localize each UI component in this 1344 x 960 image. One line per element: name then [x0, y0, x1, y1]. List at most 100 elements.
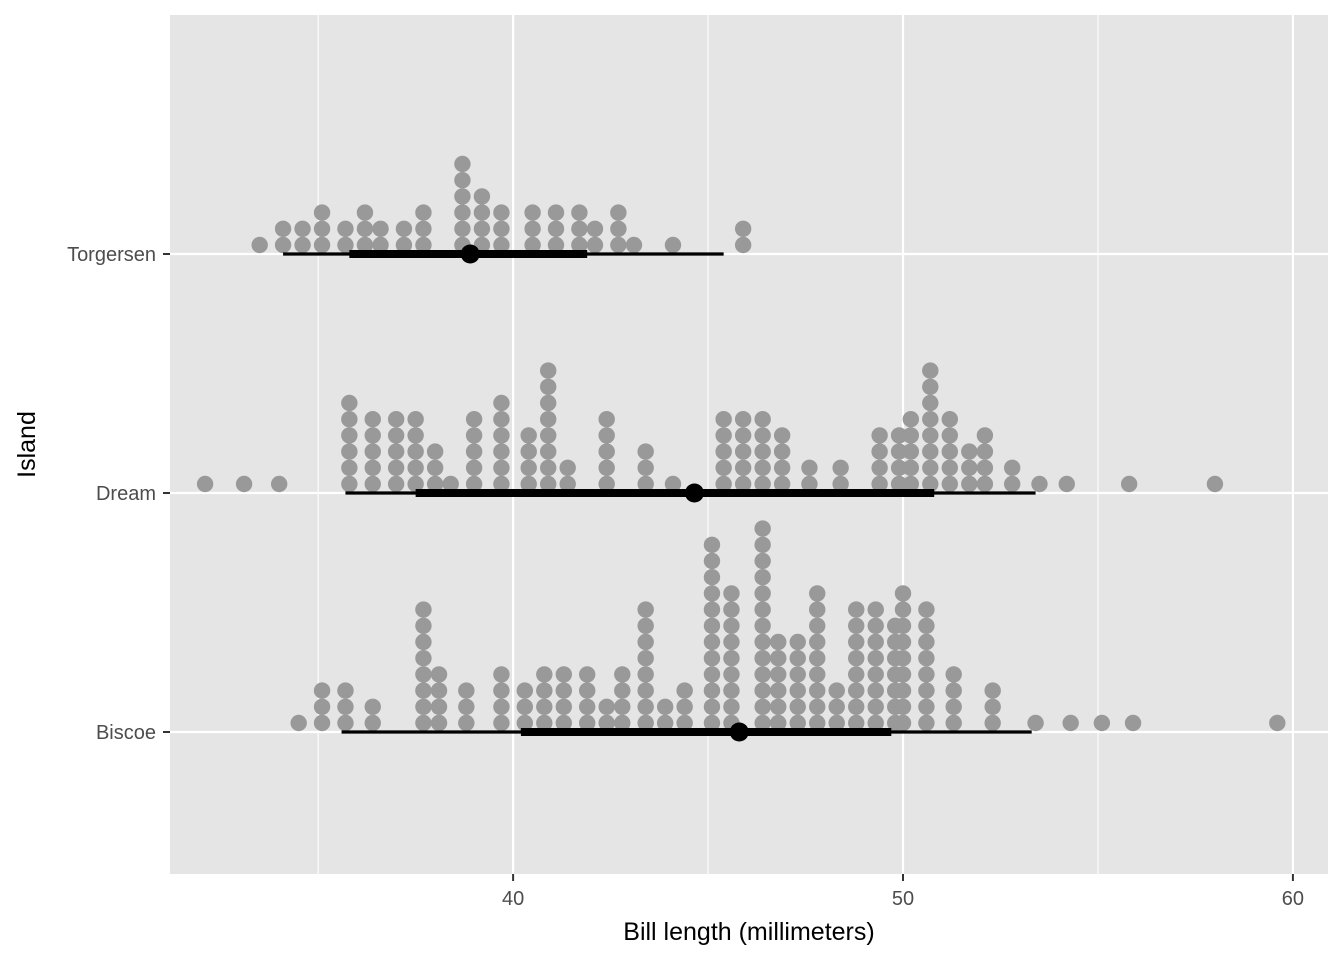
dot-biscoe	[754, 650, 771, 667]
dot-torgersen	[313, 220, 331, 237]
dot-torgersen	[372, 220, 389, 237]
dot-biscoe	[637, 601, 654, 618]
dot-biscoe	[867, 666, 884, 683]
dot-biscoe	[1269, 714, 1286, 732]
dot-dream	[871, 475, 888, 493]
dot-biscoe	[867, 601, 884, 618]
dot-torgersen	[313, 236, 331, 254]
dot-dream	[598, 459, 615, 476]
dot-biscoe	[789, 682, 806, 699]
dot-dream	[540, 443, 557, 460]
dot-biscoe	[723, 666, 740, 683]
dot-torgersen	[473, 204, 491, 221]
y-tick-label: Torgersen	[67, 244, 156, 266]
dot-biscoe	[364, 698, 381, 715]
dot-biscoe	[637, 650, 654, 667]
dot-torgersen	[454, 204, 471, 221]
dot-dream	[734, 443, 752, 460]
dot-torgersen	[547, 236, 565, 254]
dot-biscoe	[313, 714, 331, 732]
dot-dream	[364, 475, 381, 493]
dot-dream	[341, 475, 358, 493]
dot-dream	[520, 475, 537, 493]
dot-biscoe	[637, 682, 654, 699]
dot-dream	[773, 427, 791, 444]
dot-dream	[465, 427, 483, 444]
dot-biscoe	[848, 633, 865, 651]
dot-dream	[976, 475, 994, 493]
dot-biscoe	[656, 714, 674, 732]
dot-biscoe	[598, 698, 615, 715]
dot-biscoe	[894, 650, 912, 667]
dot-dream	[754, 475, 771, 493]
dot-biscoe	[676, 698, 693, 715]
dot-torgersen	[586, 220, 604, 237]
dot-torgersen	[337, 220, 354, 237]
dot-biscoe	[458, 714, 475, 732]
dot-biscoe	[637, 714, 654, 732]
dot-biscoe	[894, 698, 912, 715]
dot-biscoe	[337, 698, 354, 715]
dot-dream	[598, 427, 615, 444]
dot-biscoe	[918, 650, 935, 667]
dot-dream	[465, 443, 483, 460]
dot-biscoe	[867, 714, 884, 732]
dot-dream	[387, 411, 405, 428]
dot-dream	[832, 475, 849, 493]
dot-biscoe	[828, 714, 845, 732]
dot-torgersen	[454, 188, 471, 205]
dot-biscoe	[754, 633, 771, 651]
dot-dream	[871, 443, 888, 460]
dot-biscoe	[703, 536, 721, 553]
dot-dream	[493, 475, 510, 493]
dot-biscoe	[789, 698, 806, 715]
dot-torgersen	[524, 220, 541, 237]
dot-biscoe	[723, 601, 740, 618]
dot-dream	[387, 475, 405, 493]
dot-dream	[387, 427, 405, 444]
dot-biscoe	[614, 666, 631, 683]
dot-torgersen	[664, 236, 682, 254]
dot-torgersen	[415, 204, 432, 221]
dot-biscoe	[723, 617, 740, 634]
dot-torgersen	[454, 220, 471, 237]
dot-biscoe	[493, 714, 510, 732]
dot-dream	[426, 475, 444, 493]
dot-biscoe	[754, 520, 771, 537]
dot-biscoe	[555, 714, 572, 732]
dot-dream	[773, 443, 791, 460]
dot-torgersen	[524, 236, 541, 254]
dot-dream	[364, 459, 381, 476]
dot-biscoe	[656, 698, 674, 715]
dot-dream	[426, 443, 444, 460]
dot-dream	[902, 427, 920, 444]
dot-biscoe	[516, 714, 534, 732]
dot-dream	[341, 394, 358, 412]
dot-dream	[493, 443, 510, 460]
dot-dream	[976, 427, 994, 444]
dot-biscoe	[578, 682, 596, 699]
dot-biscoe	[828, 682, 845, 699]
dot-biscoe	[1093, 714, 1111, 732]
dot-torgersen	[337, 236, 354, 254]
dot-biscoe	[918, 633, 935, 651]
dot-biscoe	[848, 617, 865, 634]
dot-dream	[922, 459, 939, 476]
dot-dream	[1031, 475, 1048, 493]
dot-dream	[637, 459, 654, 476]
dot-dream	[1120, 475, 1138, 493]
dot-torgersen	[493, 236, 510, 254]
dot-biscoe	[809, 617, 826, 634]
dot-dream	[754, 411, 771, 428]
dot-biscoe	[789, 666, 806, 683]
dot-dream	[407, 427, 424, 444]
dot-biscoe	[770, 633, 787, 651]
dot-biscoe	[945, 714, 962, 732]
dot-biscoe	[676, 714, 693, 732]
dot-dream	[922, 475, 939, 493]
dot-torgersen	[356, 236, 374, 254]
dot-biscoe	[723, 682, 740, 699]
dot-torgersen	[610, 220, 627, 237]
dot-dream	[465, 459, 483, 476]
dot-biscoe	[848, 682, 865, 699]
